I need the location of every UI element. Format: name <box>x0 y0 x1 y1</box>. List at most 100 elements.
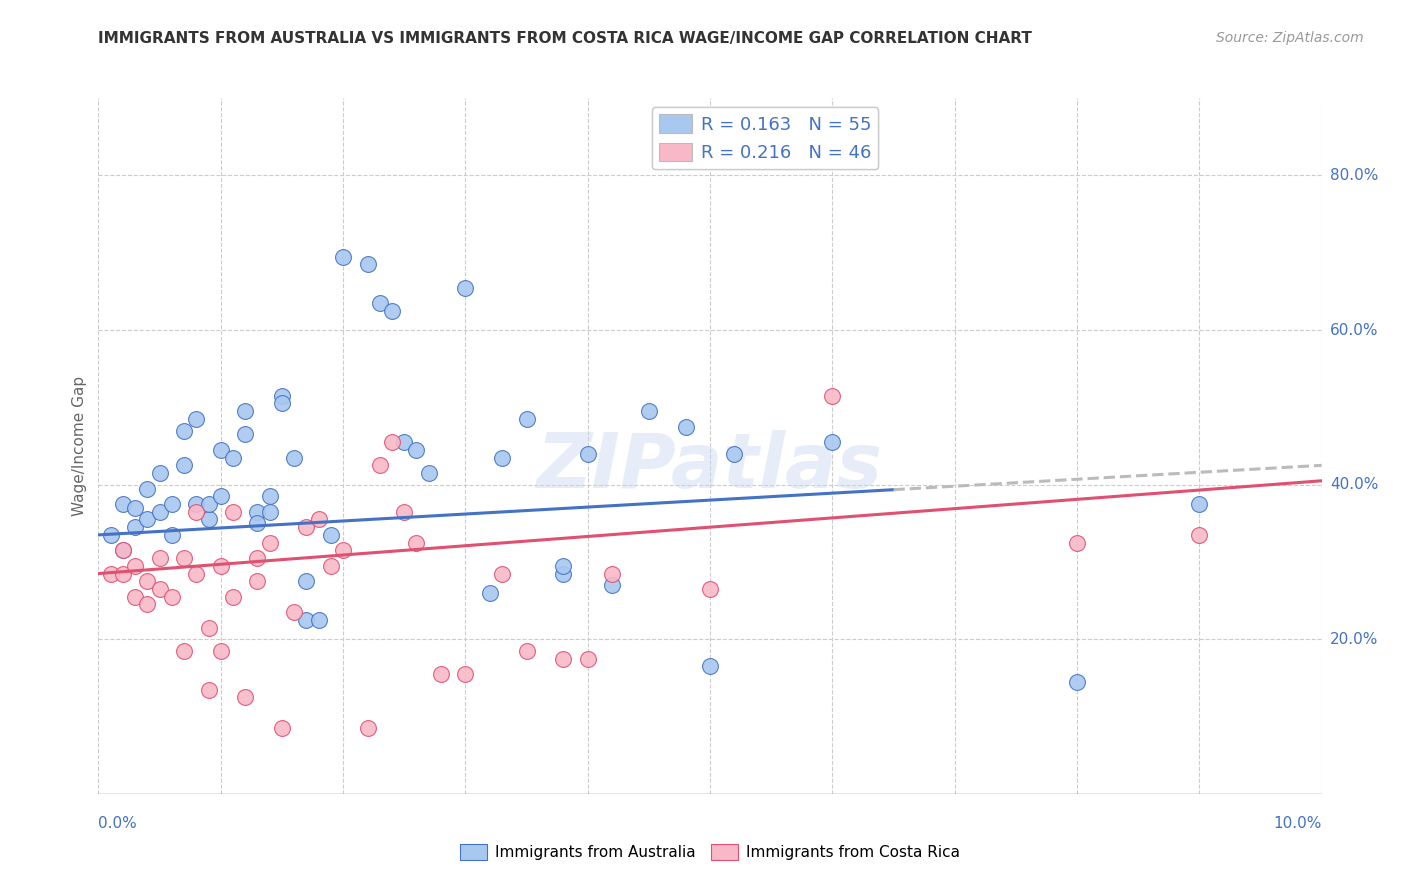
Point <box>381 303 404 318</box>
Point <box>259 535 281 549</box>
Point <box>111 543 134 558</box>
Point <box>392 435 416 450</box>
Point <box>637 404 661 418</box>
Text: IMMIGRANTS FROM AUSTRALIA VS IMMIGRANTS FROM COSTA RICA WAGE/INCOME GAP CORRELAT: IMMIGRANTS FROM AUSTRALIA VS IMMIGRANTS … <box>98 31 1032 46</box>
Point <box>197 682 219 697</box>
Point <box>270 389 292 403</box>
Point <box>308 613 330 627</box>
Point <box>283 605 305 619</box>
Point <box>222 590 245 604</box>
Point <box>576 447 599 461</box>
Point <box>283 450 305 465</box>
Point <box>149 505 172 519</box>
Text: 80.0%: 80.0% <box>1330 168 1378 183</box>
Point <box>160 590 183 604</box>
Point <box>111 566 134 581</box>
Point <box>675 419 697 434</box>
Point <box>332 250 354 264</box>
Point <box>368 296 391 310</box>
Point <box>124 590 146 604</box>
Point <box>233 404 256 418</box>
Point <box>136 598 159 612</box>
Text: ZIPatlas: ZIPatlas <box>537 430 883 504</box>
Point <box>454 280 477 294</box>
Point <box>600 566 623 581</box>
Point <box>1188 497 1211 511</box>
Point <box>553 651 575 665</box>
Point <box>222 505 245 519</box>
Point <box>233 690 256 705</box>
Point <box>209 442 232 457</box>
Point <box>332 543 354 558</box>
Point <box>246 505 269 519</box>
Point <box>553 558 575 573</box>
Point <box>149 582 172 596</box>
Point <box>405 442 427 457</box>
Point <box>100 528 122 542</box>
Point <box>111 497 134 511</box>
Text: 20.0%: 20.0% <box>1330 632 1378 647</box>
Point <box>136 574 159 589</box>
Point <box>295 574 318 589</box>
Point <box>699 659 721 673</box>
Text: 0.0%: 0.0% <box>98 816 138 831</box>
Point <box>209 558 232 573</box>
Point <box>553 566 575 581</box>
Text: 60.0%: 60.0% <box>1330 323 1378 337</box>
Point <box>821 435 844 450</box>
Point <box>319 558 342 573</box>
Point <box>270 721 292 735</box>
Point <box>149 551 172 566</box>
Y-axis label: Wage/Income Gap: Wage/Income Gap <box>72 376 87 516</box>
Legend: R = 0.163   N = 55, R = 0.216   N = 46: R = 0.163 N = 55, R = 0.216 N = 46 <box>652 107 879 169</box>
Point <box>173 424 195 438</box>
Point <box>308 512 330 526</box>
Point <box>270 396 292 410</box>
Point <box>392 505 416 519</box>
Point <box>136 482 159 496</box>
Point <box>197 621 219 635</box>
Point <box>233 427 256 442</box>
Point <box>246 551 269 566</box>
Point <box>295 613 318 627</box>
Point <box>699 582 721 596</box>
Point <box>368 458 391 473</box>
Point <box>160 528 183 542</box>
Point <box>1066 674 1088 689</box>
Point <box>100 566 122 581</box>
Point <box>295 520 318 534</box>
Point <box>173 551 195 566</box>
Point <box>356 721 378 735</box>
Point <box>246 574 269 589</box>
Point <box>478 586 501 600</box>
Point <box>124 500 146 515</box>
Point <box>186 566 208 581</box>
Point <box>186 505 208 519</box>
Point <box>405 535 427 549</box>
Point <box>418 466 440 480</box>
Point <box>160 497 183 511</box>
Point <box>173 644 195 658</box>
Point <box>186 497 208 511</box>
Text: 40.0%: 40.0% <box>1330 477 1378 492</box>
Point <box>600 578 623 592</box>
Point <box>197 512 219 526</box>
Point <box>209 644 232 658</box>
Point <box>124 520 146 534</box>
Point <box>821 389 844 403</box>
Point <box>209 489 232 503</box>
Point <box>381 435 404 450</box>
Point <box>111 543 134 558</box>
Point <box>124 558 146 573</box>
Point <box>723 447 745 461</box>
Point <box>222 450 245 465</box>
Text: Source: ZipAtlas.com: Source: ZipAtlas.com <box>1216 31 1364 45</box>
Point <box>259 489 281 503</box>
Point <box>516 644 538 658</box>
Point <box>259 505 281 519</box>
Point <box>356 257 378 271</box>
Point <box>454 667 477 681</box>
Point <box>186 412 208 426</box>
Point <box>173 458 195 473</box>
Point <box>430 667 453 681</box>
